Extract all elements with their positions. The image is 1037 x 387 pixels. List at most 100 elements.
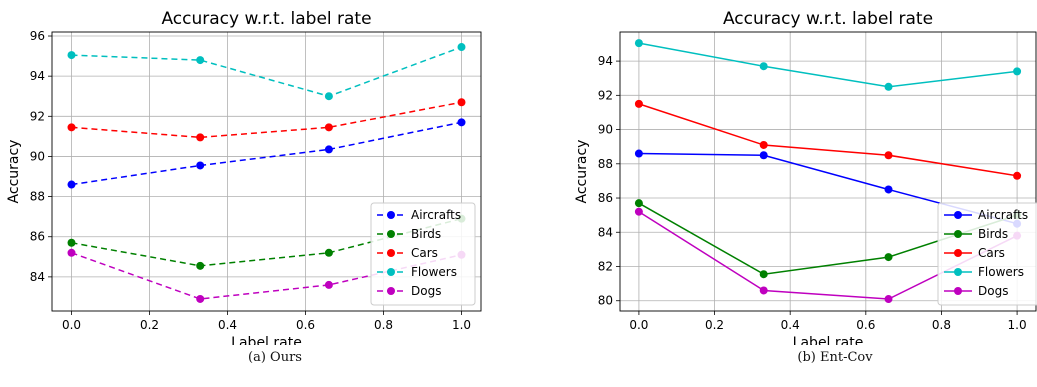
chart-b-legend-flowers-marker: [954, 268, 962, 276]
chart-b-legend-cars-label: Cars: [978, 246, 1005, 260]
chart-b-axes-frame: [619, 31, 1037, 312]
chart-a-ylabel: Accuracy: [6, 140, 22, 204]
chart-b-series-flowers-point: [1013, 67, 1022, 76]
chart-b-ytick-label: 92: [598, 88, 613, 102]
chart-a-xlabel: Label rate: [231, 335, 302, 345]
chart-a-series-cars-point: [324, 123, 333, 132]
chart-a-xtick-label: 0.0: [62, 318, 81, 332]
chart-b-legend-flowers-label: Flowers: [978, 265, 1024, 279]
chart-a-series-aircrafts-point: [324, 145, 333, 154]
chart-b-series-cars-point: [1013, 171, 1022, 180]
chart-a-xtick-label: 0.8: [374, 318, 393, 332]
chart-a-series-cars-point: [67, 123, 76, 132]
chart-b-title: Accuracy w.r.t. label rate: [723, 9, 933, 29]
chart-b-ylabel: Accuracy: [574, 140, 590, 204]
chart-a-legend-birds-marker: [387, 230, 395, 238]
chart-a-ytick-label: 96: [30, 29, 45, 43]
chart-a-series-cars-point: [196, 133, 205, 142]
chart-a-legend-flowers-marker: [387, 268, 395, 276]
chart-a-series-birds-point: [324, 248, 333, 257]
chart-b-legend-aircrafts-marker: [954, 211, 962, 219]
chart-b-series-aircrafts-point: [634, 149, 643, 158]
chart-b-xtick-label: 0.2: [705, 318, 724, 332]
chart-a-series-aircrafts-point: [196, 161, 205, 170]
chart-a-legend-dogs-label: Dogs: [411, 284, 441, 298]
chart-a-series-dogs-point: [324, 280, 333, 289]
chart-b-ytick-label: 86: [598, 191, 613, 205]
chart-a-title: Accuracy w.r.t. label rate: [161, 9, 371, 29]
chart-a-series-flowers-point: [67, 51, 76, 60]
chart-b-series-cars-point: [884, 151, 893, 160]
chart-b-ytick-label: 80: [598, 294, 613, 308]
chart-b-series-birds-point: [759, 270, 768, 279]
chart-b-series-cars-line: [638, 103, 1018, 177]
chart-a-legend-dogs-marker: [387, 287, 395, 295]
chart-a-legend-aircrafts-label: Aircrafts: [411, 208, 461, 222]
chart-a-series-aircrafts-point: [457, 118, 466, 127]
chart-b-ytick-label: 84: [598, 225, 613, 239]
chart-a-legend-aircrafts-marker: [387, 211, 395, 219]
chart-b-xtick-label: 0.6: [856, 318, 875, 332]
chart-a-series-flowers-line: [71, 46, 462, 98]
chart-b-legend-dogs-label: Dogs: [978, 284, 1008, 298]
chart-b-xtick-label: 0.8: [932, 318, 951, 332]
chart-a-ytick-label: 90: [30, 149, 45, 163]
chart-a-legend-flowers-label: Flowers: [411, 265, 457, 279]
chart-a-xtick-label: 0.6: [296, 318, 315, 332]
chart-a-xtick-label: 0.2: [140, 318, 159, 332]
chart-a-ytick-label: 92: [30, 109, 45, 123]
chart-b-legend-aircrafts-label: Aircrafts: [978, 208, 1028, 222]
chart-b-ytick-label: 82: [598, 259, 613, 273]
chart-a-series-birds-line: [71, 217, 462, 267]
chart-b-series-flowers-point: [884, 82, 893, 91]
chart-b-series-aircrafts-point: [759, 151, 768, 160]
chart-b-series-aircrafts-point: [884, 185, 893, 194]
chart-a-ytick-label: 86: [30, 230, 45, 244]
chart-b: 0.0 0.2 0.4 0.6 0.8 1.0 80 82 84 86 88 90 92 94 Accura…: [574, 9, 1037, 345]
figure: 0.0 0.2 0.4 0.6 0.8 1.0 84 86 88 90 92 94 96 Accuracy…: [6, 9, 1037, 345]
chart-b-ytick-label: 88: [598, 157, 613, 171]
chart-a-xtick-label: 0.4: [218, 318, 237, 332]
chart-b-series-flowers-point: [759, 62, 768, 71]
chart-a-series-flowers-point: [196, 56, 205, 65]
chart-b-legend-dogs-marker: [954, 287, 962, 295]
chart-a: 0.0 0.2 0.4 0.6 0.8 1.0 84 86 88 90 92 94 96 Accuracy…: [6, 9, 482, 345]
chart-a-series-aircrafts-point: [67, 180, 76, 189]
chart-b-series-flowers-line: [638, 42, 1018, 88]
chart-a-series-cars-point: [457, 98, 466, 107]
chart-b-series-dogs-point: [634, 207, 643, 216]
chart-b-series-birds-point: [634, 199, 643, 208]
chart-b-legend-cars-marker: [954, 249, 962, 257]
chart-b-series-dogs-point: [759, 286, 768, 295]
chart-a-series-birds-point: [196, 261, 205, 270]
chart-a-series-dogs-point: [67, 248, 76, 257]
chart-a-series-cars-line: [71, 101, 462, 139]
caption-a: (a) Ours: [248, 350, 302, 365]
chart-b-series-dogs-point: [884, 295, 893, 304]
chart-a-ytick-label: 94: [30, 69, 45, 83]
chart-b-xlabel: Label rate: [793, 335, 864, 345]
chart-a-legend-box: [370, 202, 476, 306]
chart-b-ytick-label: 94: [598, 54, 613, 68]
chart-b-xtick-label: 0.0: [629, 318, 648, 332]
chart-a-series-aircrafts-line: [71, 121, 462, 186]
chart-b-series-cars-point: [634, 99, 643, 108]
chart-a-legend-cars-marker: [387, 249, 395, 257]
chart-a-ytick-label: 88: [30, 190, 45, 204]
chart-a-legend-cars-label: Cars: [411, 246, 438, 260]
chart-b-xtick-label: 1.0: [1008, 318, 1027, 332]
chart-a-series-flowers-point: [324, 92, 333, 101]
chart-b-legend-box: [937, 202, 1037, 306]
chart-b-series-cars-point: [759, 140, 768, 149]
chart-b-legend-birds-marker: [954, 230, 962, 238]
chart-b-series-flowers-point: [634, 39, 643, 48]
chart-b-legend-birds-label: Birds: [978, 227, 1008, 241]
chart-a-ytick-label: 84: [30, 270, 45, 284]
chart-b-ytick-label: 90: [598, 123, 613, 137]
chart-a-series-dogs-point: [196, 294, 205, 303]
chart-a-xtick-label: 1.0: [452, 318, 471, 332]
chart-a-legend-birds-label: Birds: [411, 227, 441, 241]
caption-b: (b) Ent-Cov: [797, 350, 873, 365]
chart-a-axes-frame: [51, 31, 482, 312]
chart-a-series-flowers-point: [457, 43, 466, 52]
